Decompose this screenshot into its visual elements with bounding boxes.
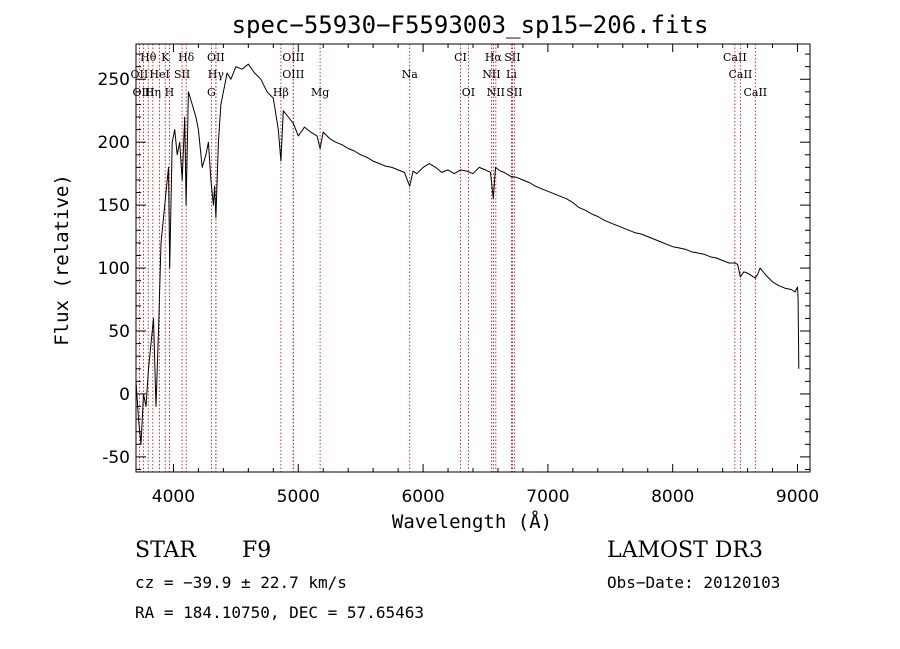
spectrum-series [135, 63, 800, 445]
object-class: STAR [135, 538, 196, 563]
marker-label-10: HeI [149, 68, 169, 81]
coordinates: RA = 184.10750, DEC = 57.65463 [135, 603, 424, 622]
marker-label-5: CI [454, 51, 467, 64]
marker-label-12: Hγ [208, 68, 225, 81]
marker-label-7: SII [504, 51, 520, 64]
marker-label-22: Hβ [273, 86, 289, 99]
y-tick-label-5: 200 [98, 133, 130, 153]
marker-label-14: Na [402, 68, 419, 81]
marker-label-2: Hδ [178, 51, 195, 64]
y-axis-label: Flux (relative) [51, 174, 73, 346]
marker-label-16: Li [506, 68, 517, 81]
marker-label-18: OIII [132, 86, 154, 99]
marker-label-24: OI [462, 86, 475, 99]
marker-label-15: NII [482, 68, 500, 81]
y-tick-label-0: -50 [102, 448, 130, 468]
survey-label: LAMOST DR3 [607, 538, 763, 563]
marker-label-1: K [161, 51, 170, 64]
x-tick-label-4: 8000 [651, 487, 694, 507]
marker-label-4: OIII [282, 51, 304, 64]
y-tick-label-1: 0 [119, 385, 130, 405]
marker-label-27: CaII [743, 86, 767, 99]
marker-label-21: G [207, 86, 216, 99]
marker-label-13: OIII [282, 68, 304, 81]
y-tick-label-3: 100 [98, 259, 130, 279]
marker-label-26: SII [506, 86, 522, 99]
marker-label-17: CaII [729, 68, 753, 81]
redshift-value: cz = −39.9 ± 22.7 km/s [135, 573, 347, 592]
marker-label-0: Hθ [140, 51, 157, 64]
marker-label-6: Hα [485, 51, 503, 64]
x-tick-label-1: 5000 [277, 487, 320, 507]
obs-date: Obs−Date: 20120103 [607, 573, 781, 592]
x-tick-label-3: 7000 [526, 487, 569, 507]
marker-label-20: H [165, 86, 175, 99]
y-tick-label-6: 250 [98, 70, 130, 90]
marker-label-8: CaII [723, 51, 747, 64]
marker-label-25: NII [487, 86, 505, 99]
x-axis-label: Wavelength (Å) [392, 510, 552, 533]
axes: 4000 5000 6000 7000 8000 9000 -50 0 50 100 150 200 2… [98, 44, 819, 507]
object-subclass: F9 [242, 538, 272, 563]
x-tick-label-0: 4000 [152, 487, 195, 507]
plot-frame [135, 43, 811, 473]
marker-label-11: SII [174, 68, 190, 81]
marker-label-19: Hη [145, 86, 161, 99]
chart-title: spec−55930−F5593003_sp15−206.fits [232, 11, 709, 39]
y-tick-label-4: 150 [98, 196, 130, 216]
x-tick-label-2: 6000 [401, 487, 444, 507]
marker-label-3: OII [207, 51, 225, 64]
series-line-flux [135, 63, 800, 445]
marker-label-9: OII [131, 68, 149, 81]
y-tick-label-2: 50 [108, 322, 130, 342]
marker-label-23: Mg [311, 86, 329, 99]
x-tick-label-5: 9000 [776, 487, 819, 507]
